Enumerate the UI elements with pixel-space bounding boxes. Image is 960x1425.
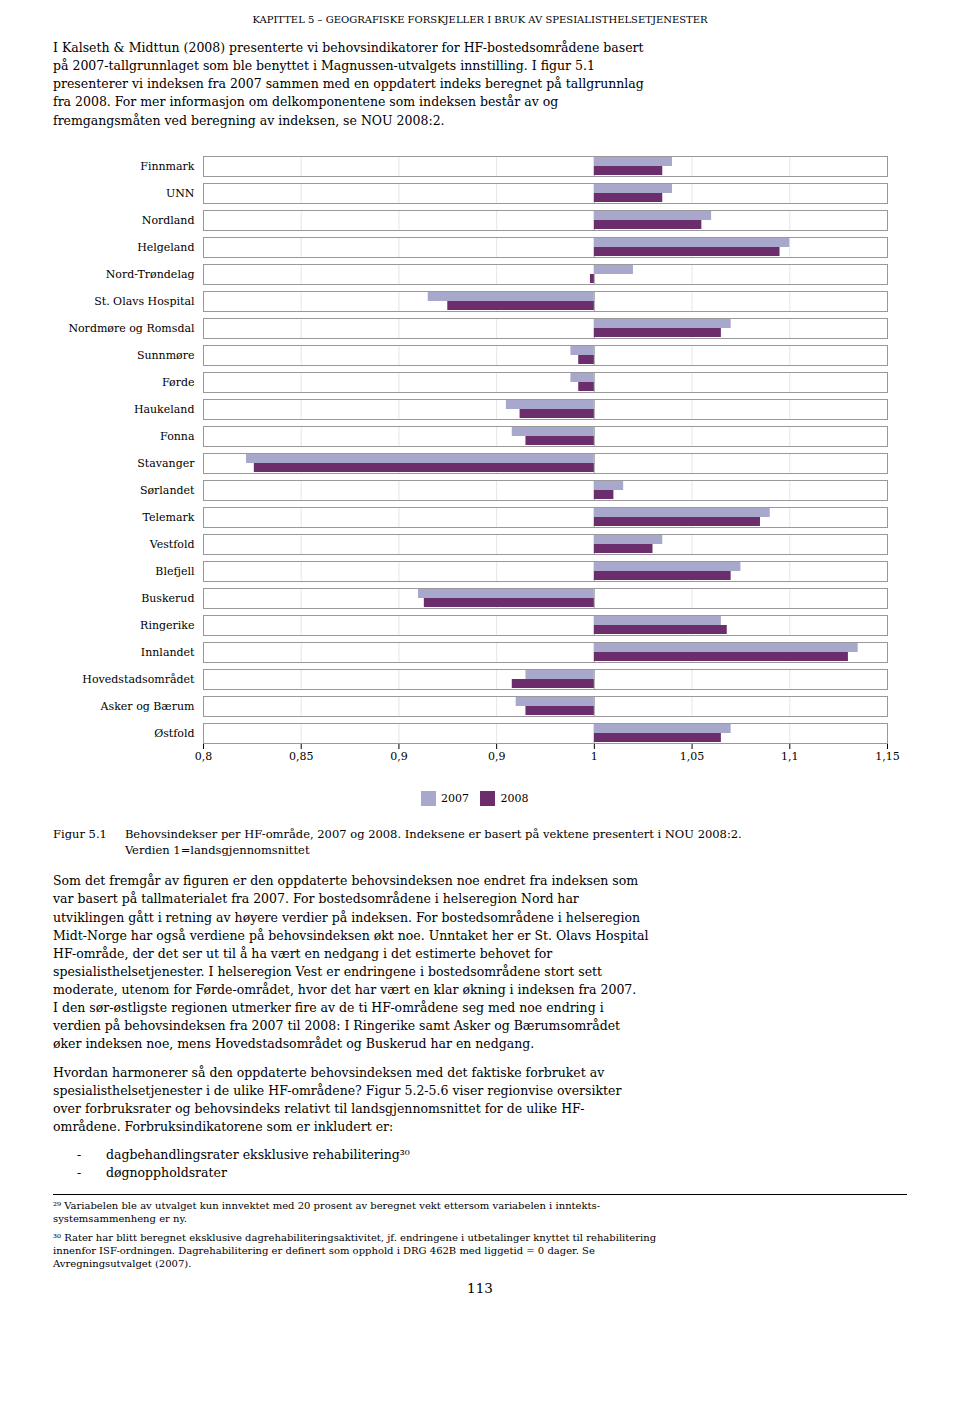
svg-text:Stavanger: Stavanger [137, 457, 195, 470]
svg-text:Blefjell: Blefjell [155, 565, 195, 578]
svg-text:Helgeland: Helgeland [137, 241, 194, 254]
svg-text:UNN: UNN [166, 187, 195, 200]
svg-text:Fonna: Fonna [160, 430, 195, 443]
svg-text:Buskerud: Buskerud [141, 592, 194, 605]
svg-text:1,1: 1,1 [781, 750, 799, 763]
html-text:Hvordan harmonerer så den oppd: Hvordan harmonerer så den oppdaterte beh… [53, 1064, 622, 1134]
html-text:Behovsindekser per HF-område,: Behovsindekser per HF-område, 2007 og 20… [124, 827, 742, 858]
html-text:Figur 5.1: Figur 5.1 [53, 827, 107, 842]
svg-text:Finnmark: Finnmark [140, 160, 195, 173]
html-text:døgnoppholdsrater: døgnoppholdsrater [106, 1165, 227, 1181]
html-text:2008: 2008 [500, 791, 529, 805]
svg-text:Hovedstadsområdet: Hovedstadsområdet [82, 673, 195, 686]
svg-text:1,05: 1,05 [680, 750, 705, 763]
html-text:Som det fremgår av figuren er: Som det fremgår av figuren er den oppdat… [53, 873, 649, 1052]
svg-text:Førde: Førde [162, 376, 194, 389]
svg-text:Sunnmøre: Sunnmøre [137, 349, 195, 362]
svg-text:0,8: 0,8 [195, 750, 213, 763]
html-text:²⁹ Variabelen ble av utvalget: ²⁹ Variabelen ble av utvalget kun innvek… [53, 1200, 601, 1225]
svg-text:1: 1 [591, 750, 598, 763]
svg-text:0,9: 0,9 [488, 750, 506, 763]
svg-text:Haukeland: Haukeland [134, 403, 195, 416]
svg-text:Nordmøre og Romsdal: Nordmøre og Romsdal [68, 322, 195, 335]
svg-text:Nordland: Nordland [142, 214, 195, 227]
svg-text:Asker og Bærum: Asker og Bærum [100, 700, 195, 713]
html-text:³⁰ Rater har blitt beregnet ek: ³⁰ Rater har blitt beregnet eksklusive d… [53, 1232, 656, 1270]
svg-text:Telemark: Telemark [143, 511, 195, 524]
html-text:2007: 2007 [441, 791, 469, 805]
svg-text:Nord-Trøndelag: Nord-Trøndelag [106, 268, 195, 281]
html-text:I Kalseth & Midttun (2008) pre: I Kalseth & Midttun (2008) presenterte v… [53, 40, 644, 128]
svg-text:0,9: 0,9 [390, 750, 408, 763]
html-text:KAPITTEL 5 – GEOGRAFISKE FORSK: KAPITTEL 5 – GEOGRAFISKE FORSKJELLER I B… [252, 14, 708, 25]
svg-text:Østfold: Østfold [154, 727, 194, 740]
html-text:dagbehandlingsrater eksklusive: dagbehandlingsrater eksklusive rehabilit… [106, 1147, 410, 1163]
svg-text:0,85: 0,85 [289, 750, 314, 763]
svg-text:Innlandet: Innlandet [141, 646, 195, 659]
svg-text:1,15: 1,15 [875, 750, 900, 763]
html-text:113: 113 [467, 1280, 493, 1297]
svg-text:Sørlandet: Sørlandet [140, 484, 195, 497]
svg-text:Vestfold: Vestfold [149, 538, 195, 551]
svg-text:Ringerike: Ringerike [140, 619, 194, 632]
svg-text:St. Olavs Hospital: St. Olavs Hospital [94, 295, 195, 308]
